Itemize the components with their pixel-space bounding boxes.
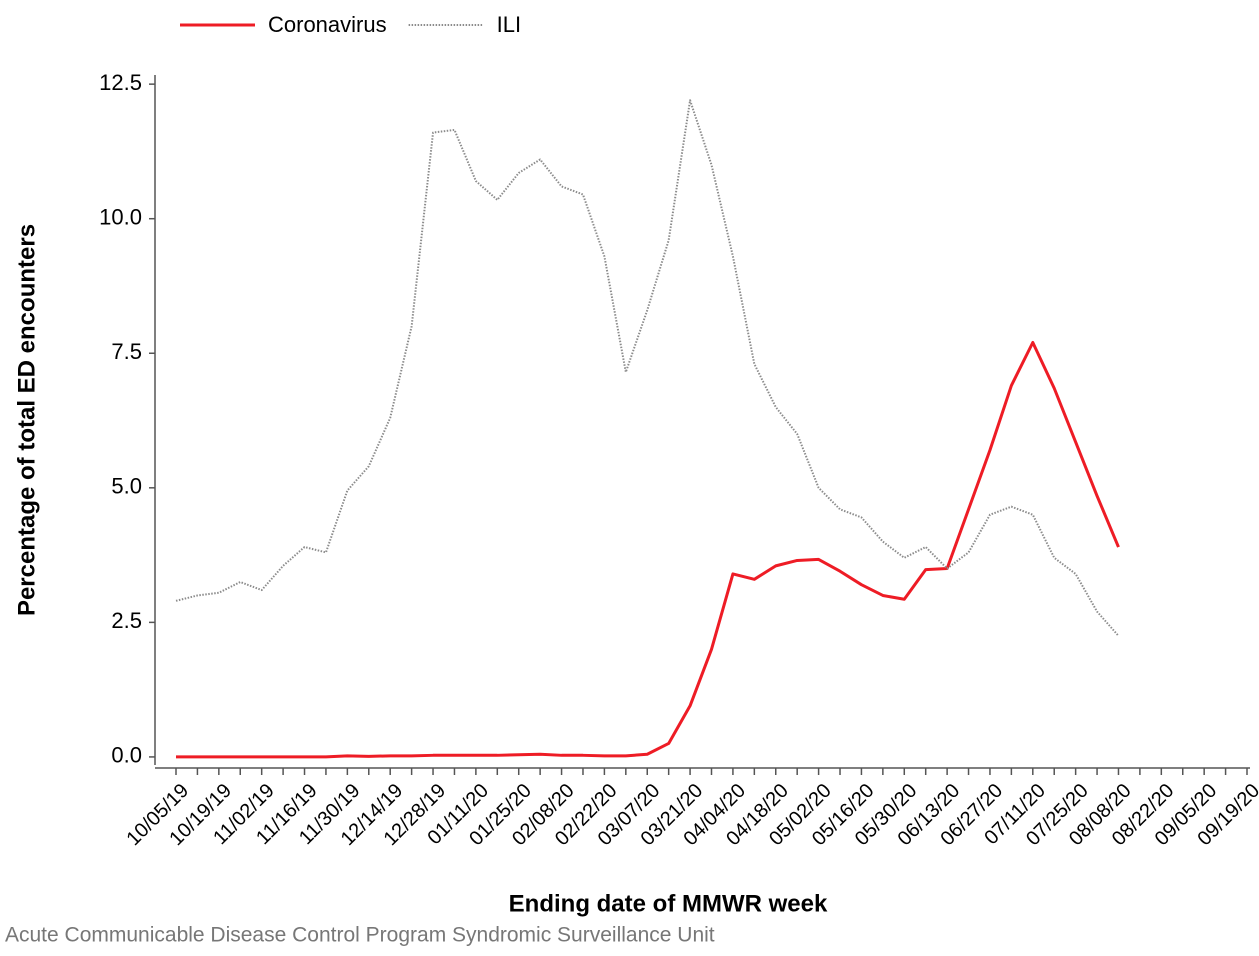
legend-label: ILI (497, 12, 521, 37)
y-tick-label: 5.0 (111, 474, 142, 499)
footnote: Acute Communicable Disease Control Progr… (5, 924, 715, 947)
y-tick-label: 12.5 (99, 70, 142, 95)
y-tick-label: 7.5 (111, 339, 142, 364)
x-axis-title: Ending date of MMWR week (509, 890, 828, 917)
line-series (176, 340, 1120, 759)
y-tick-label: 0.0 (111, 743, 142, 768)
y-tick-label: 10.0 (99, 205, 142, 230)
line-series (175, 99, 1120, 637)
y-tick-label: 2.5 (111, 608, 142, 633)
y-axis-title: Percentage of total ED encounters (13, 224, 40, 616)
legend-label: Coronavirus (268, 12, 387, 37)
